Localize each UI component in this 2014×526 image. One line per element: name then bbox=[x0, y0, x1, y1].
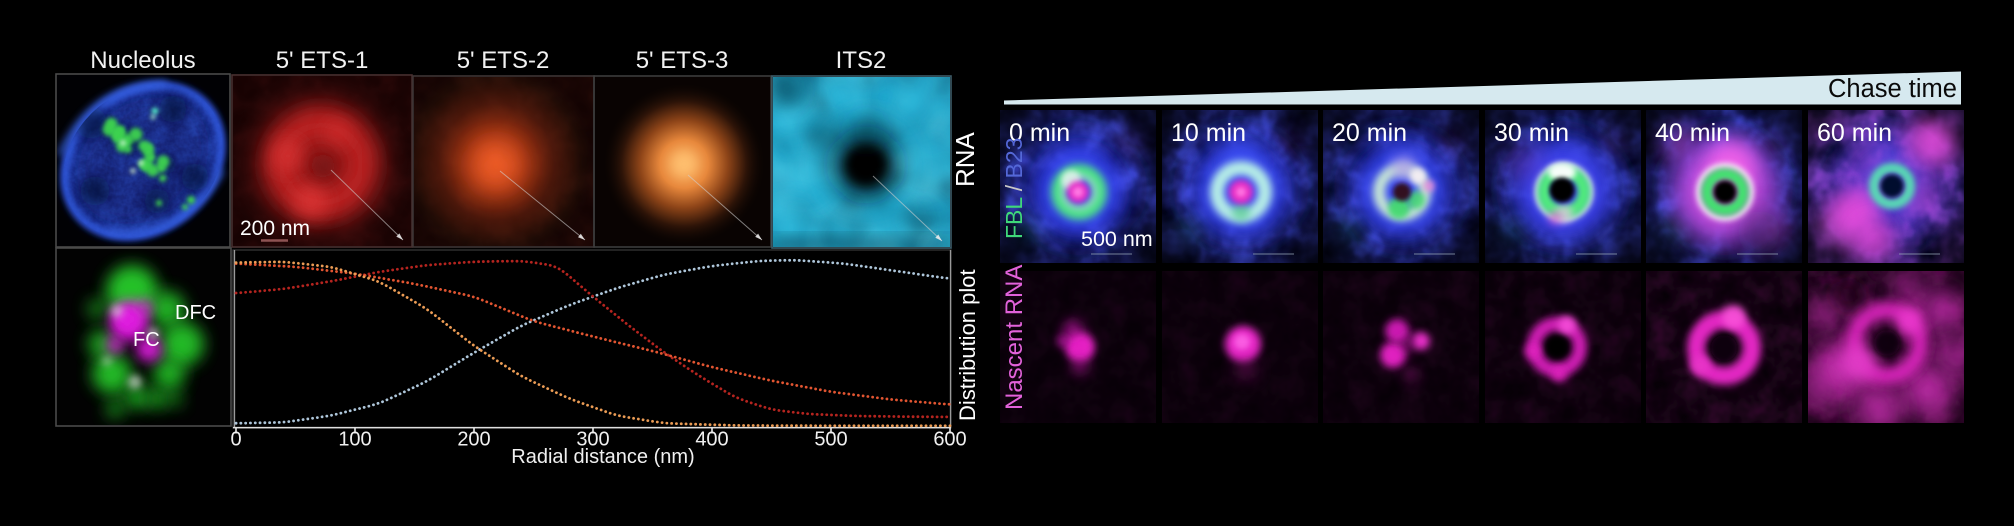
svg-text:Chase time: Chase time bbox=[1828, 75, 1957, 103]
svg-text:500 nm: 500 nm bbox=[1081, 227, 1153, 251]
svg-text:100: 100 bbox=[338, 429, 371, 451]
svg-text:60 min: 60 min bbox=[1817, 119, 1892, 147]
svg-text:10 min: 10 min bbox=[1171, 119, 1246, 147]
svg-text:RNA: RNA bbox=[950, 131, 980, 187]
svg-text:FC: FC bbox=[133, 329, 160, 351]
svg-text:300: 300 bbox=[576, 429, 609, 451]
svg-text:600: 600 bbox=[933, 429, 966, 451]
svg-text:500: 500 bbox=[814, 429, 847, 451]
svg-text:FBL / B23: FBL / B23 bbox=[1001, 138, 1027, 239]
svg-text:DFC: DFC bbox=[175, 302, 216, 324]
svg-text:0: 0 bbox=[230, 429, 241, 451]
svg-text:Distribution plot: Distribution plot bbox=[955, 269, 980, 421]
svg-text:5' ETS-1: 5' ETS-1 bbox=[276, 47, 369, 74]
svg-text:30 min: 30 min bbox=[1494, 119, 1569, 147]
svg-text:0 min: 0 min bbox=[1009, 119, 1070, 147]
svg-text:40 min: 40 min bbox=[1655, 119, 1730, 147]
svg-text:200: 200 bbox=[457, 429, 490, 451]
svg-text:200 nm: 200 nm bbox=[240, 217, 310, 240]
svg-text:ITS2: ITS2 bbox=[836, 47, 887, 74]
svg-text:Nucleolus: Nucleolus bbox=[90, 47, 195, 74]
svg-text:5' ETS-3: 5' ETS-3 bbox=[636, 47, 729, 74]
svg-text:20 min: 20 min bbox=[1332, 119, 1407, 147]
svg-text:Nascent RNA: Nascent RNA bbox=[1001, 265, 1028, 410]
svg-text:400: 400 bbox=[695, 429, 728, 451]
svg-text:Radial distance (nm): Radial distance (nm) bbox=[511, 446, 694, 468]
svg-text:5' ETS-2: 5' ETS-2 bbox=[457, 47, 550, 74]
